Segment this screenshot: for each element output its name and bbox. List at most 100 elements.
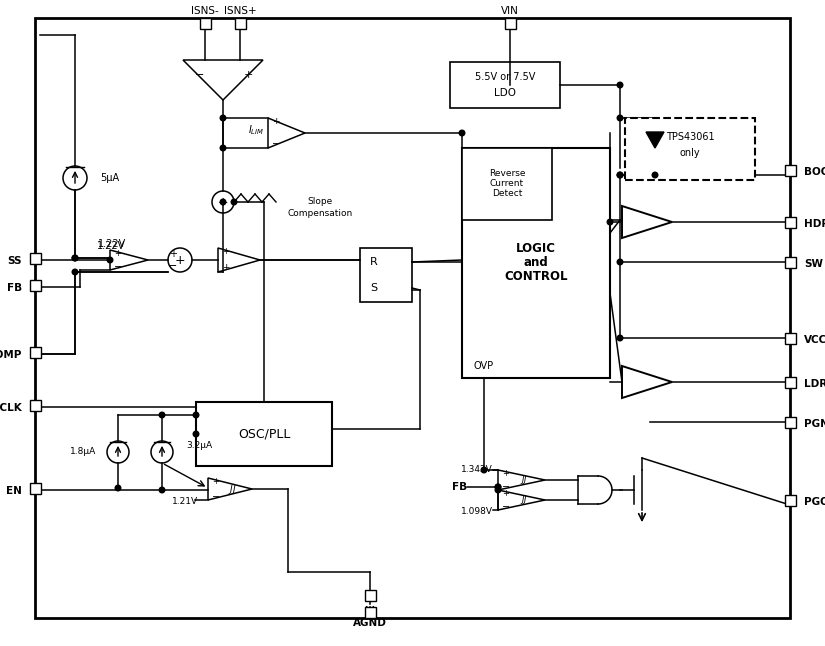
Text: +: + <box>502 488 510 497</box>
Text: CONTROL: CONTROL <box>504 271 568 284</box>
Text: ISNS-: ISNS- <box>191 6 219 16</box>
Text: $\it{JJ}$: $\it{JJ}$ <box>520 494 528 506</box>
Bar <box>785 257 795 268</box>
Text: R: R <box>370 257 378 267</box>
Text: ISNS+: ISNS+ <box>224 6 257 16</box>
Text: S: S <box>370 283 377 293</box>
Text: 5μA: 5μA <box>100 173 119 183</box>
Circle shape <box>73 255 78 261</box>
Text: +: + <box>272 118 280 127</box>
Text: +: + <box>243 70 252 80</box>
Text: FB: FB <box>7 283 22 293</box>
Text: +: + <box>223 247 229 256</box>
Text: RT/CLK: RT/CLK <box>0 403 22 413</box>
Text: −: − <box>168 261 177 271</box>
Bar <box>30 400 40 411</box>
Text: SW: SW <box>804 259 823 269</box>
Circle shape <box>116 485 120 491</box>
Bar <box>30 280 40 291</box>
Bar <box>785 495 795 506</box>
Text: 1.22V: 1.22V <box>98 239 126 249</box>
Text: $I_{LIM}$: $I_{LIM}$ <box>248 123 264 137</box>
Circle shape <box>220 199 226 205</box>
Text: OSC/PLL: OSC/PLL <box>238 428 290 441</box>
Text: +: + <box>222 264 229 273</box>
Text: Detect: Detect <box>492 189 522 198</box>
Text: Current: Current <box>490 180 524 189</box>
Circle shape <box>159 487 165 493</box>
Text: $\it{JJ}$: $\it{JJ}$ <box>228 483 236 495</box>
Circle shape <box>73 255 78 261</box>
Circle shape <box>159 412 165 418</box>
Text: only: only <box>680 148 700 158</box>
Circle shape <box>220 115 226 121</box>
Circle shape <box>495 484 501 490</box>
Circle shape <box>617 172 623 178</box>
Text: +: + <box>115 249 121 258</box>
Circle shape <box>617 82 623 88</box>
Text: SS: SS <box>7 256 22 266</box>
Text: 5.5V or 7.5V: 5.5V or 7.5V <box>475 72 535 82</box>
Text: LOGIC: LOGIC <box>516 242 556 256</box>
Text: BOOT: BOOT <box>804 167 825 177</box>
Text: AGND: AGND <box>353 618 387 628</box>
Bar <box>785 417 795 428</box>
Circle shape <box>617 115 623 121</box>
Circle shape <box>73 269 78 275</box>
Text: +: + <box>169 249 177 259</box>
Text: Slope: Slope <box>308 198 332 207</box>
Text: 1.342V: 1.342V <box>461 464 493 474</box>
Bar <box>360 248 412 302</box>
Text: COMP: COMP <box>0 350 22 360</box>
Text: PGND: PGND <box>804 419 825 429</box>
Text: +: + <box>502 468 510 477</box>
Bar <box>462 148 610 378</box>
Text: −: − <box>114 262 122 272</box>
Text: LDRV: LDRV <box>804 379 825 389</box>
Text: VIN: VIN <box>501 6 519 16</box>
Text: HDRV: HDRV <box>804 219 825 229</box>
Circle shape <box>460 130 464 136</box>
Bar <box>450 62 560 108</box>
Text: −: − <box>502 502 510 512</box>
Text: EN: EN <box>6 486 22 496</box>
Text: and: and <box>524 256 549 269</box>
Text: 1.21V: 1.21V <box>172 497 198 506</box>
Circle shape <box>193 412 199 418</box>
Bar <box>785 333 795 344</box>
Bar <box>785 377 795 388</box>
Text: PGOOD: PGOOD <box>804 497 825 507</box>
Bar <box>200 18 210 29</box>
Text: OVP: OVP <box>474 361 494 371</box>
Text: VCC: VCC <box>804 335 825 345</box>
Text: FB: FB <box>452 482 467 492</box>
Circle shape <box>495 487 501 493</box>
Bar <box>30 483 40 494</box>
Text: 1.8μA: 1.8μA <box>70 448 96 457</box>
Text: LDO: LDO <box>494 88 516 98</box>
Text: $\it{JJ}$: $\it{JJ}$ <box>520 474 528 486</box>
Text: +: + <box>218 196 229 209</box>
Bar <box>365 607 375 618</box>
Bar <box>30 347 40 358</box>
Text: 3.2μA: 3.2μA <box>186 441 212 450</box>
Bar <box>365 590 375 601</box>
Circle shape <box>495 484 501 490</box>
Bar <box>196 402 332 466</box>
Bar <box>462 148 552 220</box>
Circle shape <box>107 257 113 263</box>
Text: −: − <box>502 482 510 492</box>
Bar <box>30 253 40 264</box>
Text: 1.098V: 1.098V <box>461 506 493 516</box>
Bar <box>785 165 795 176</box>
Text: TPS43061: TPS43061 <box>666 132 714 142</box>
Bar <box>505 18 516 29</box>
Circle shape <box>617 335 623 341</box>
Text: −: − <box>196 70 205 80</box>
Text: +: + <box>175 253 186 267</box>
Circle shape <box>653 172 658 178</box>
Circle shape <box>617 172 623 178</box>
Circle shape <box>231 199 237 205</box>
Circle shape <box>617 259 623 265</box>
Text: −: − <box>212 492 220 502</box>
